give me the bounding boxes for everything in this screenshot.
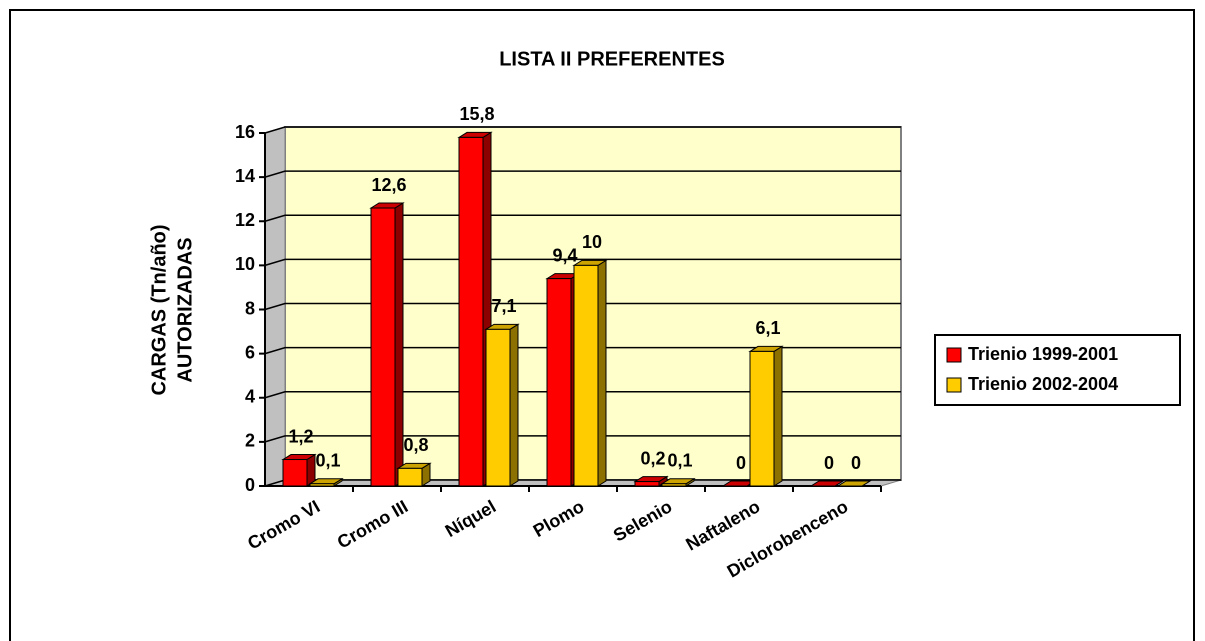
- value-label: 0,1: [667, 451, 692, 471]
- grid-line: [264, 435, 901, 443]
- y-tick-label: 4: [245, 387, 255, 407]
- chart-title: LISTA II PREFERENTES: [499, 48, 725, 70]
- bar-side: [509, 323, 519, 487]
- bar-side: [773, 345, 783, 487]
- bar: [370, 207, 396, 487]
- bar: [573, 264, 599, 487]
- grid-line: [264, 214, 901, 222]
- bar: [661, 483, 687, 487]
- value-label: 0: [736, 453, 746, 473]
- value-label: 0,8: [403, 435, 428, 455]
- bar-side: [597, 259, 607, 487]
- value-label: 12,6: [371, 175, 406, 195]
- bar: [397, 467, 423, 487]
- legend-label: Trienio 2002-2004: [968, 374, 1118, 394]
- bar: [458, 136, 484, 487]
- y-tick-label: 10: [235, 254, 255, 274]
- y-tick-label: 14: [235, 166, 255, 186]
- y-tick-label: 8: [245, 298, 255, 318]
- grid-line: [264, 391, 901, 399]
- value-label: 10: [582, 232, 602, 252]
- bar: [749, 350, 775, 487]
- value-label: 0: [824, 453, 834, 473]
- value-label: 0,1: [315, 451, 340, 471]
- y-tick-label: 2: [245, 431, 255, 451]
- value-label: 1,2: [288, 426, 313, 446]
- y-tick-label: 12: [235, 210, 255, 230]
- bar: [485, 328, 511, 487]
- bar: [634, 481, 660, 487]
- legend-swatch: [946, 347, 962, 363]
- bar: [282, 459, 308, 487]
- bar-top: [836, 480, 872, 487]
- bar-side: [394, 202, 404, 487]
- legend-swatch: [946, 377, 962, 393]
- bar: [309, 483, 335, 487]
- y-tick-label: 0: [245, 475, 255, 495]
- value-label: 7,1: [491, 296, 516, 316]
- value-label: 9,4: [552, 245, 577, 265]
- grid-line: [264, 258, 901, 267]
- grid-line: [264, 302, 901, 311]
- y-tick-label: 6: [245, 342, 255, 362]
- legend-label: Trienio 1999-2001: [968, 344, 1118, 364]
- bar: [546, 278, 572, 487]
- y-axis-title: AUTORIZADAS: [174, 237, 196, 382]
- value-label: 0: [851, 453, 861, 473]
- value-label: 0,2: [640, 448, 665, 468]
- grid-line: [264, 126, 901, 134]
- value-label: 6,1: [755, 318, 780, 338]
- y-axis-title: CARGAS (Tn/año): [148, 224, 170, 395]
- grid-line: [264, 346, 901, 355]
- grid-line: [264, 170, 901, 178]
- bar-top: [809, 480, 845, 487]
- legend-box: [934, 334, 1181, 406]
- y-tick-label: 16: [235, 122, 255, 142]
- value-label: 15,8: [459, 104, 494, 124]
